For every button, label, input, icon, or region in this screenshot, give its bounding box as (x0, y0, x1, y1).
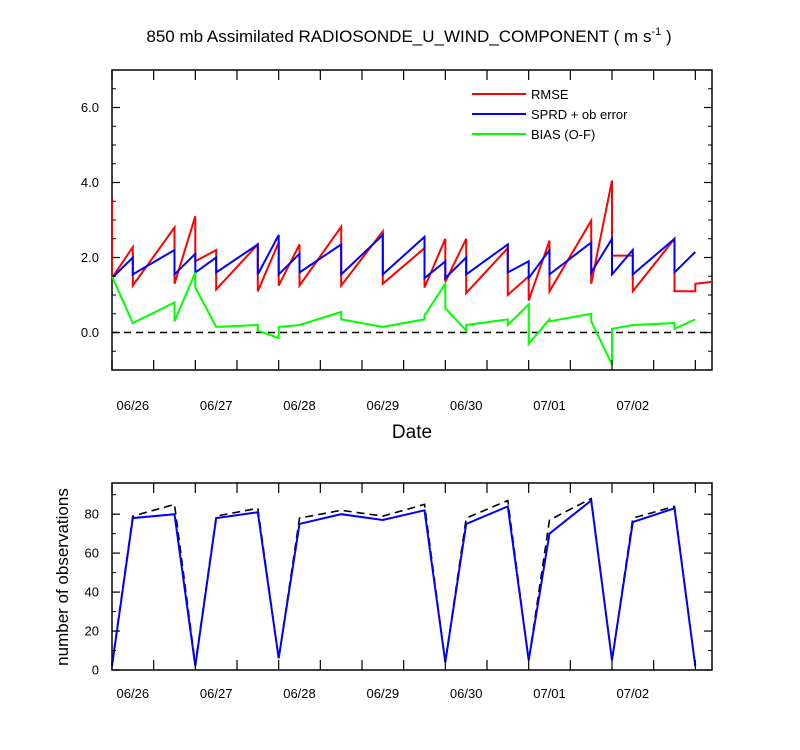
y-tick-label: 40 (85, 585, 99, 600)
observations-count-chart: 0 20 40 60 80 06/26 06/27 06/28 06/29 06/30 07/01 0… (53, 482, 713, 701)
x-tick-label: 06/29 (367, 686, 400, 701)
x-tick-label: 06/26 (117, 686, 150, 701)
y-tick-label: 20 (85, 624, 99, 639)
legend-label: BIAS (O-F) (531, 127, 595, 142)
x-tick-label: 06/26 (117, 398, 150, 413)
x-tick-label: 07/02 (617, 398, 650, 413)
x-tick-label: 06/27 (200, 398, 233, 413)
x-axis-label: Date (392, 422, 432, 443)
legend-label: SPRD + ob error (531, 107, 628, 122)
y-tick-label: 0.0 (81, 325, 99, 340)
series-line-rmse (111, 180, 713, 301)
x-tick-label: 06/28 (283, 686, 316, 701)
x-tick-label: 07/01 (533, 398, 566, 413)
y-tick-label: 2.0 (81, 250, 99, 265)
chart-title: 850 mb Assimilated RADIOSONDE_U_WIND_COM… (146, 26, 671, 46)
series-line-observations-assimilated (111, 498, 697, 667)
x-tick-label: 07/01 (533, 686, 566, 701)
legend: RMSE SPRD + ob error BIAS (O-F) (472, 87, 628, 142)
y-tick-label: 80 (85, 507, 99, 522)
series-line-bias-o-f (111, 272, 696, 365)
y-axis-label: number of observations (53, 488, 72, 666)
x-tick-label: 06/30 (450, 686, 483, 701)
x-tick-label: 07/02 (617, 686, 650, 701)
y-tick-label: 0 (92, 663, 99, 678)
y-tick-label: 6.0 (81, 100, 99, 115)
x-tick-label: 06/27 (200, 686, 233, 701)
legend-label: RMSE (531, 87, 569, 102)
x-tick-label: 06/30 (450, 398, 483, 413)
y-tick-label: 60 (85, 546, 99, 561)
series-line-sprd-ob-error (111, 232, 697, 282)
rmse-spread-bias-chart: 850 mb Assimilated RADIOSONDE_U_WIND_COM… (81, 26, 713, 443)
x-tick-label: 06/29 (367, 398, 400, 413)
y-tick-label: 4.0 (81, 175, 99, 190)
x-tick-label: 06/28 (283, 398, 316, 413)
plot-frame (111, 482, 713, 671)
